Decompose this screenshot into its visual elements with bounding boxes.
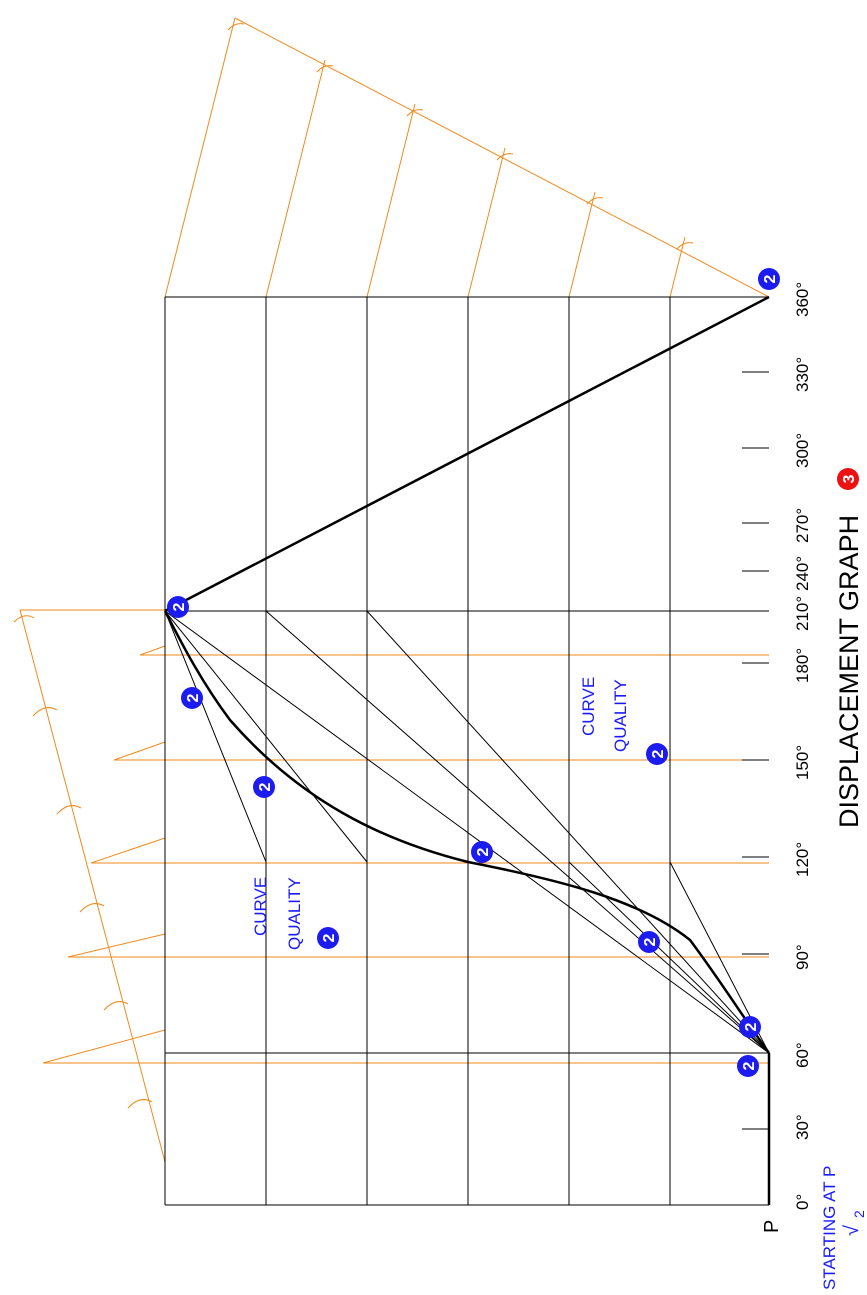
svg-text:2: 2 <box>743 1022 760 1031</box>
fan-right-arc-1 <box>227 23 245 31</box>
badge-210: 2 <box>167 596 189 618</box>
start-check: √ <box>841 1225 863 1236</box>
point-p-label: P <box>761 1220 783 1233</box>
angle-label-0: 0° <box>793 1194 812 1210</box>
fan-right-line-4 <box>467 147 506 298</box>
fan-left-tick-5 <box>42 1029 166 1064</box>
angle-label-300: 300° <box>793 433 812 468</box>
angle-label-210: 210° <box>793 596 812 631</box>
chord-upper-1 <box>164 610 267 863</box>
angle-label-60: 60° <box>793 1042 812 1068</box>
angle-label-180: 180° <box>793 648 812 683</box>
fan-right-arc-6 <box>676 242 694 250</box>
curve-quality-right-line2: QUALITY <box>611 679 630 752</box>
fan-right-line-5 <box>568 191 596 298</box>
svg-text:2: 2 <box>185 693 202 702</box>
axis-ticks <box>742 371 769 1130</box>
badge-title: 3 <box>837 468 859 490</box>
graph-title: DISPLACEMENT GRAPH <box>834 515 864 828</box>
fan-left-arc-6 <box>13 615 35 623</box>
fan-left-arc-5 <box>32 707 58 717</box>
chord-3 <box>366 610 770 1054</box>
angle-label-330: 330° <box>793 357 812 392</box>
chord-lower-2 <box>568 861 770 1054</box>
fan-right-arc-3 <box>406 109 424 117</box>
angle-label-120: 120° <box>793 842 812 877</box>
curve-quality-left-line2: QUALITY <box>285 877 304 950</box>
svg-text:2: 2 <box>171 602 188 611</box>
svg-text:2: 2 <box>257 782 274 791</box>
angle-label-30: 30° <box>793 1114 812 1140</box>
mark-badges: 2 2 2 2 2 2 2 2 <box>167 268 859 1077</box>
fan-right-line-3 <box>366 103 416 298</box>
fan-right-edge <box>234 17 770 298</box>
angle-labels: 0° 30° 60° 90° 120° 150° 180° 210° 240° … <box>793 282 812 1210</box>
fan-left-arc-1 <box>127 1099 153 1109</box>
fan-left-tick-3 <box>90 837 166 864</box>
svg-text:3: 3 <box>841 474 858 483</box>
curve-construction-lines <box>164 610 770 1054</box>
badge-60: 2 <box>737 1055 759 1077</box>
angle-label-360: 360° <box>793 282 812 317</box>
fan-left-arc-2 <box>103 1001 129 1011</box>
angle-label-270: 270° <box>793 508 812 543</box>
fan-left-edge <box>19 609 166 1163</box>
svg-text:2: 2 <box>475 847 492 856</box>
fan-right-arc-4 <box>496 153 514 161</box>
badge-150: 2 <box>253 776 275 798</box>
fan-right-arc-2 <box>316 65 334 73</box>
svg-text:2: 2 <box>321 933 338 942</box>
curve-quality-left-line1: CURVE <box>251 877 270 936</box>
fan-left-arc-4 <box>56 805 82 815</box>
badge-curve-quality-right: 2 <box>646 743 668 765</box>
svg-text:2: 2 <box>762 274 779 283</box>
badge-360: 2 <box>758 268 780 290</box>
badge-110: 2 <box>638 931 660 953</box>
svg-text:2: 2 <box>650 749 667 758</box>
curve-rise <box>163 610 771 1054</box>
angle-label-240: 240° <box>793 556 812 591</box>
svg-text:2: 2 <box>741 1061 758 1070</box>
fan-left-arc-3 <box>79 903 105 913</box>
graph-grid <box>164 296 769 1206</box>
fan-right-line-6 <box>669 236 686 298</box>
curve-return <box>164 295 770 613</box>
start-check-mark: 2 <box>851 1210 867 1218</box>
projection-lines <box>43 654 769 1064</box>
fan-left-tick-4 <box>67 933 166 958</box>
curve-quality-right-line1: CURVE <box>579 677 598 736</box>
svg-text:2: 2 <box>642 937 659 946</box>
fan-left-tick-2 <box>113 741 166 761</box>
displacement-curve <box>163 295 771 1205</box>
angle-label-150: 150° <box>793 745 812 780</box>
chord-main <box>164 610 770 1054</box>
angle-label-90: 90° <box>793 944 812 970</box>
chord-upper-2 <box>164 610 368 863</box>
badge-180: 2 <box>181 687 203 709</box>
fan-right-line-1 <box>164 17 236 298</box>
fan-right-line-2 <box>265 59 326 298</box>
fan-right-arc-5 <box>586 197 604 205</box>
construction-fan-right <box>164 17 770 298</box>
construction-fan-left <box>13 609 166 1163</box>
badge-curve-quality-left: 2 <box>317 927 339 949</box>
chord-2 <box>265 610 770 1054</box>
start-label: STARTING AT P <box>820 1166 839 1290</box>
badge-90: 2 <box>739 1016 761 1038</box>
badge-135: 2 <box>471 841 493 863</box>
fan-left-tick-1 <box>139 645 166 656</box>
